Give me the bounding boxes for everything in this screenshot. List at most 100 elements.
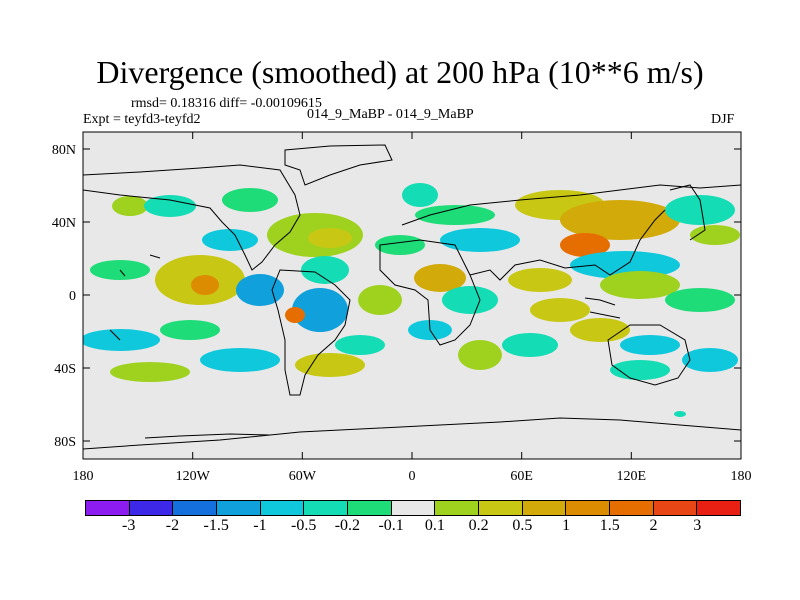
field-blob	[414, 264, 466, 292]
lon-label: 0	[409, 469, 416, 484]
colorbar-label: 0.2	[468, 517, 489, 534]
lat-ticks	[83, 148, 741, 442]
coastlines	[83, 144, 741, 450]
colorbar-label: 3	[693, 517, 702, 534]
rmsd-diff-text: rmsd= 0.18316 diff= -0.00109615	[131, 96, 322, 111]
lat-label: 80S	[54, 435, 76, 450]
field-blob	[600, 271, 680, 299]
colorbar-swatch	[348, 501, 392, 515]
colorbar-swatch	[129, 501, 174, 515]
colorbar-swatch	[173, 501, 218, 515]
lat-label: 40S	[54, 362, 76, 377]
field-blob	[620, 335, 680, 355]
colorbar-label: 1	[562, 517, 571, 534]
coastline-north-america	[83, 164, 301, 271]
lat-label: 80N	[52, 143, 76, 158]
field-blob	[236, 274, 284, 306]
colorbar-swatch	[391, 501, 436, 515]
field-blob	[560, 233, 610, 257]
field-blob	[442, 286, 498, 314]
colorbar-label: 1.5	[599, 517, 620, 534]
field-blob	[144, 195, 196, 217]
lat-label: 0	[69, 289, 76, 304]
field-blob	[440, 228, 520, 252]
coastline-antarctica	[83, 417, 741, 450]
field-blob	[415, 205, 495, 225]
colorbar-label: 0.5	[512, 517, 533, 534]
field-blob	[560, 200, 680, 240]
colorbar-swatch	[522, 501, 567, 515]
lon-label: 120E	[617, 469, 647, 484]
lon-label: 60W	[289, 469, 317, 484]
field-blob	[375, 235, 425, 255]
field-blob	[335, 335, 385, 355]
plot-title: Divergence (smoothed) at 200 hPa (10**6 …	[96, 54, 704, 90]
lon-label: 180	[731, 469, 752, 484]
coastline-eurasia	[401, 184, 741, 281]
field-blob	[358, 285, 402, 315]
field-blob	[682, 348, 738, 372]
coastline-australia	[607, 324, 691, 386]
colorbar-swatch	[479, 501, 523, 515]
colorbar-label: -0.1	[378, 517, 404, 534]
colorbar-label: -0.5	[290, 517, 317, 534]
coastline-antarctic-bits	[144, 433, 271, 439]
field-blob	[83, 329, 160, 351]
field-blob	[222, 188, 278, 212]
field-blob	[508, 268, 572, 292]
field-blob	[200, 348, 280, 372]
field-blob	[665, 288, 735, 312]
season-label: DJF	[711, 112, 735, 127]
colorbar-swatch	[566, 501, 611, 515]
field-blob	[112, 196, 148, 216]
colorbar-label: -3	[122, 517, 136, 534]
colorbar-label: -1.5	[203, 517, 229, 534]
colorbar-label: 0.1	[424, 517, 445, 534]
divergence-fields	[83, 183, 740, 417]
field-blob	[292, 288, 348, 332]
coastline-greenland	[284, 144, 393, 186]
lat-label: 40N	[52, 216, 76, 231]
lon-label: 60E	[510, 469, 533, 484]
field-blob	[191, 275, 219, 295]
field-blob	[295, 353, 365, 377]
coastline-misc	[109, 254, 161, 341]
field-blob	[110, 362, 190, 382]
lon-label: 180	[73, 469, 94, 484]
colorbar-swatch	[217, 501, 261, 515]
colorbar-label: -2	[165, 517, 180, 534]
field-blob	[530, 298, 590, 322]
field-blob	[160, 320, 220, 340]
colorbar-swatch	[653, 501, 698, 515]
field-blob	[502, 333, 558, 357]
lon-ticks	[82, 132, 742, 459]
field-blob	[308, 228, 352, 248]
field-blob	[458, 340, 502, 370]
colorbar-swatch	[304, 501, 349, 515]
field-blob	[402, 183, 438, 207]
field-blob	[690, 225, 740, 245]
colorbar-swatch	[435, 501, 480, 515]
experiment-label: Expt = teyfd3-teyfd2	[83, 112, 201, 127]
colorbar-swatch	[697, 501, 741, 515]
run-subtitle: 014_9_MaBP - 014_9_MaBP	[307, 107, 474, 122]
colorbar-swatch	[610, 501, 654, 515]
coastline-indonesia	[584, 297, 621, 319]
colorbar-label: 2	[649, 517, 658, 534]
field-blob	[665, 195, 735, 225]
colorbar	[85, 500, 741, 516]
field-blob	[301, 256, 349, 284]
field-blob	[285, 307, 305, 323]
colorbar-label: -0.2	[334, 517, 361, 534]
field-blob	[674, 411, 686, 417]
lon-label: 120W	[176, 469, 211, 484]
field-blob	[202, 229, 258, 251]
field-blob	[570, 318, 630, 342]
coastline-asia-north	[669, 184, 706, 241]
coastline-south-america	[271, 269, 351, 396]
coastline-africa	[379, 239, 481, 346]
colorbar-swatch	[86, 501, 130, 515]
colorbar-label: -1	[253, 517, 267, 534]
colorbar-swatch	[260, 501, 305, 515]
